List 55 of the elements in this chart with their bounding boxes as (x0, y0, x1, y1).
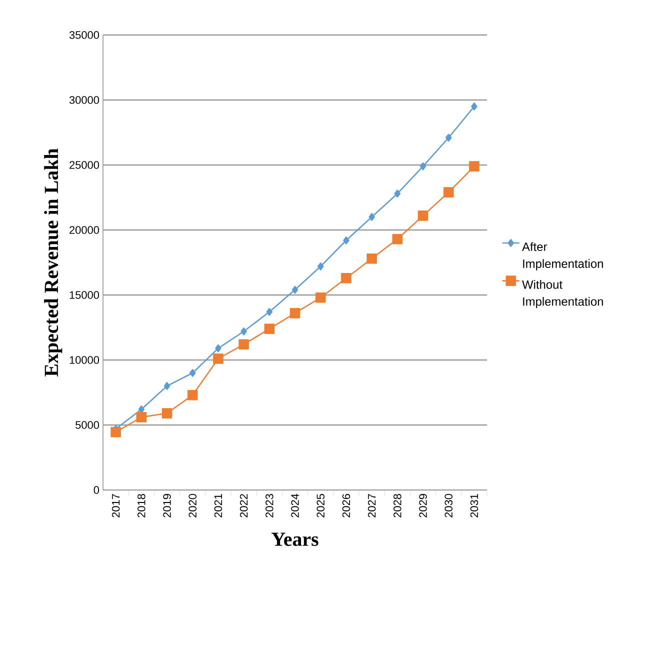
point (445, 134, 452, 142)
x-tick-label: 2021 (214, 494, 222, 518)
y-tick-label: 15000 (70, 291, 100, 299)
x-tick-label: 2022 (240, 494, 248, 518)
point (292, 286, 298, 294)
point (368, 213, 375, 221)
point (136, 412, 147, 422)
point (164, 382, 170, 390)
x-axis-title: Years (272, 532, 318, 546)
point (264, 324, 275, 334)
point (162, 408, 172, 418)
legend-label: After Implementation (522, 242, 603, 270)
point (215, 344, 222, 352)
point (471, 102, 478, 110)
point (187, 390, 198, 400)
x-tick-label: 2023 (266, 494, 274, 518)
point (341, 272, 352, 284)
point (343, 236, 350, 244)
point (315, 292, 326, 303)
y-tick-label: 35000 (69, 31, 100, 39)
point (317, 262, 324, 270)
point (394, 190, 401, 198)
point (443, 187, 454, 198)
point (189, 369, 196, 377)
point (366, 253, 377, 264)
point (110, 426, 121, 438)
x-tick-label: 2027 (368, 494, 376, 518)
x-tick-label: 2017 (112, 494, 120, 518)
x-tick-label: 2029 (419, 494, 427, 518)
x-tick-label: 2024 (291, 494, 299, 518)
y-tick-label: 20000 (70, 226, 100, 234)
x-tick-label: 2020 (188, 494, 196, 518)
x-tick-label: 2030 (444, 494, 452, 518)
x-tick-label: 2028 (394, 494, 402, 518)
x-tick-label: 2026 (342, 494, 350, 518)
point (420, 162, 426, 170)
point (392, 234, 403, 244)
y-tick-label: 10000 (70, 356, 100, 364)
x-tick-label: 2019 (163, 494, 171, 518)
y-tick-label: 5000 (76, 421, 100, 429)
y-tick-label: 30000 (69, 96, 100, 104)
point (266, 308, 273, 316)
point (469, 161, 480, 172)
point (240, 327, 247, 336)
point (213, 354, 224, 364)
point (418, 210, 428, 221)
y-axis-title: Expected Revenue in Lakh (44, 148, 62, 376)
point (238, 339, 249, 350)
point (290, 308, 300, 318)
y-tick-label: 0 (94, 486, 100, 494)
x-tick-label: 2018 (138, 494, 146, 518)
x-tick-label: 2025 (316, 494, 324, 518)
x-tick-label: 2031 (470, 494, 478, 518)
legend-label: Without Implementation (522, 280, 603, 308)
y-tick-label: 25000 (70, 161, 100, 169)
